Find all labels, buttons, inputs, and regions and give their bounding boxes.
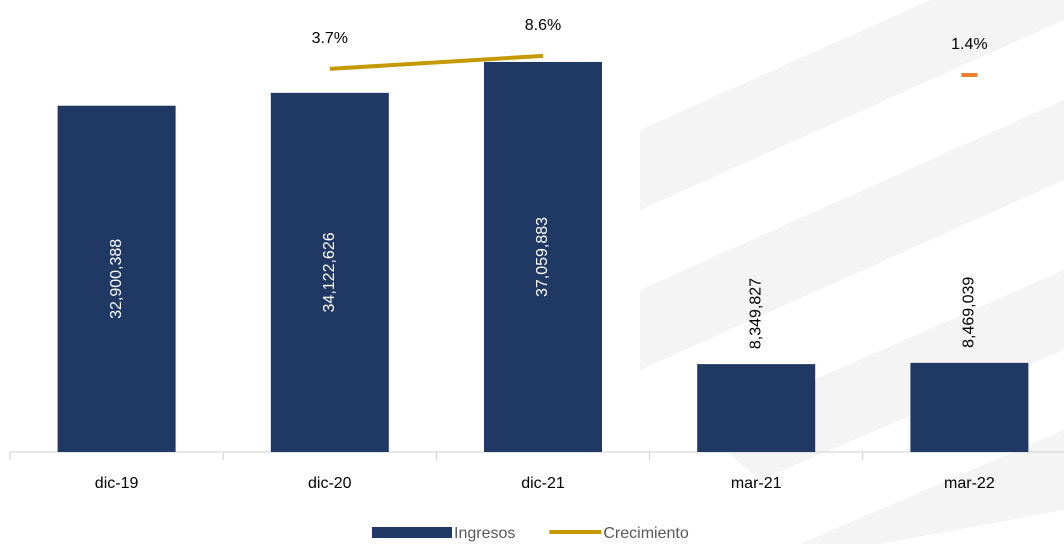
bar-value-label: 37,059,883 [534,217,551,297]
bar-value-label: 8,349,827 [747,278,764,349]
x-tick-label: mar-21 [731,475,782,492]
x-tick-label: dic-21 [521,475,565,492]
bar-value-label: 8,469,039 [961,277,978,348]
x-tick-label: mar-22 [944,475,995,492]
line-value-label: 8.6% [525,17,561,34]
bar [484,61,602,452]
bar [910,362,1029,452]
legend-label: Crecimiento [603,525,688,542]
bar [270,92,389,452]
legend-swatch [372,527,452,538]
background-pattern [640,0,1064,544]
bar-value-label: 34,122,626 [321,232,338,312]
bar-value-label: 32,900,388 [108,239,125,319]
x-tick-label: dic-19 [95,475,139,492]
bar [57,105,176,452]
line-value-label: 1.4% [951,36,987,53]
x-tick-label: dic-20 [308,475,352,492]
line [329,53,544,71]
bar [697,364,816,452]
legend-label: Ingresos [454,525,515,542]
line-value-label: 3.7% [312,30,348,47]
